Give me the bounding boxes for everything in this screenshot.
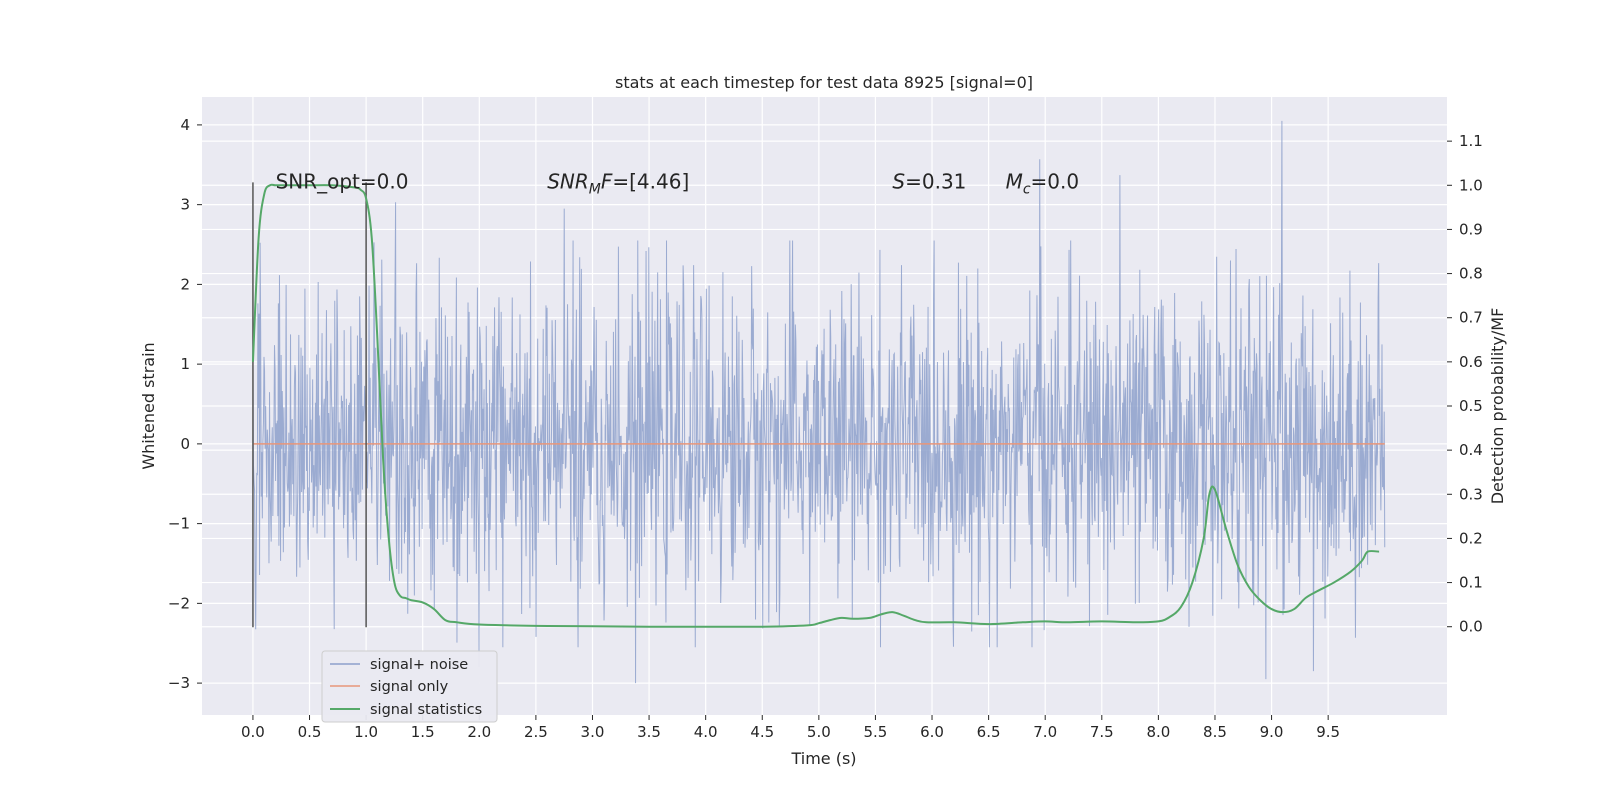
y-tick-label-2: −2 — [168, 594, 190, 612]
annotation-main: S — [892, 170, 905, 194]
annotation-s: S=0.31 — [892, 170, 966, 194]
chart-title: stats at each timestep for test data 892… — [615, 73, 1033, 92]
y2-tick-label-0-5: 0.5 — [1459, 397, 1483, 415]
x-tick-label-9-5: 9.5 — [1316, 723, 1340, 741]
y2-tick-label-0-2: 0.2 — [1459, 529, 1483, 547]
signal-plus-noise-line — [252, 120, 1386, 684]
y2-tick-label-0-3: 0.3 — [1459, 485, 1483, 503]
x-tick-label-4-0: 4.0 — [694, 723, 718, 741]
legend-label-signal-plus-noise: signal+ noise — [370, 657, 468, 673]
x-tick-label-1-5: 1.5 — [411, 723, 435, 741]
x-tick-label-2-0: 2.0 — [467, 723, 491, 741]
y-tick-label-1: 1 — [180, 355, 190, 373]
annotation-rest: =0.0 — [1031, 170, 1080, 194]
annotation-plain: SNR_opt=0.0 — [276, 170, 409, 194]
x-tick-label-5-5: 5.5 — [864, 723, 888, 741]
y2-tick-label-0-0: 0.0 — [1459, 618, 1483, 636]
y-tick-label-3: 3 — [180, 196, 190, 214]
annotation-snr_mf: SNRMF=[4.46] — [547, 170, 689, 198]
x-tick-label-8-5: 8.5 — [1203, 723, 1227, 741]
annotation-rest: =[4.46] — [612, 170, 689, 194]
legend-box — [321, 650, 498, 723]
annotation-subscript: M — [589, 182, 601, 198]
x-tick-label-5-0: 5.0 — [807, 723, 831, 741]
series-signal-statistics — [251, 183, 1380, 628]
annotation-subscript: c — [1023, 182, 1031, 198]
x-tick-label-0-0: 0.0 — [241, 723, 265, 741]
y2-tick-label-0-7: 0.7 — [1459, 309, 1483, 327]
x-tick-label-1-0: 1.0 — [354, 723, 378, 741]
y-axis-label: Whitened strain — [139, 342, 158, 469]
x-tick-label-7-0: 7.0 — [1033, 723, 1057, 741]
y-tick-label-1: −1 — [168, 515, 190, 533]
x-tick-label-3-5: 3.5 — [637, 723, 661, 741]
x-tick-label-4-5: 4.5 — [750, 723, 774, 741]
x-axis-label: Time (s) — [790, 749, 856, 768]
x-axis-ticks: 0.0 0.5 1.0 1.5 2.0 2.5 3.0 3.5 4.0 4.5 5.0 5.5 6.0 6… — [241, 715, 1340, 741]
y2-tick-label-0-6: 0.6 — [1459, 353, 1483, 371]
signal-statistics-line — [251, 183, 1380, 628]
x-tick-label-3-0: 3.0 — [581, 723, 605, 741]
legend: signal+ noise signal only signal statist… — [321, 650, 498, 723]
legend-label-signal-only: signal only — [370, 679, 449, 695]
x-tick-label-6-0: 6.0 — [920, 723, 944, 741]
x-tick-label-8-0: 8.0 — [1146, 723, 1170, 741]
event-markers — [252, 182, 367, 628]
annotation-rest: =0.31 — [905, 170, 966, 194]
annotation-rest-italic: F — [601, 170, 613, 194]
y-tick-label-2: 2 — [180, 275, 190, 293]
y2-tick-label-0-9: 0.9 — [1459, 220, 1483, 238]
y2-axis-ticks: 0.0 0.1 0.2 0.3 0.4 0.5 0.6 0.7 0.8 0.9 1.0 1.1 — [1447, 132, 1483, 636]
y2-tick-label-0-1: 0.1 — [1459, 574, 1483, 592]
y2-tick-label-0-4: 0.4 — [1459, 441, 1483, 459]
y2-axis-label: Detection probability/MF — [1488, 308, 1507, 505]
y2-tick-label-1-1: 1.1 — [1459, 132, 1483, 150]
y-tick-label-0: 0 — [180, 435, 190, 453]
series-signal-plus-noise — [252, 120, 1386, 684]
y-tick-label-4: 4 — [180, 116, 190, 134]
x-tick-label-0-5: 0.5 — [298, 723, 322, 741]
y-tick-label-3: −3 — [168, 674, 190, 692]
legend-label-signal-statistics: signal statistics — [370, 702, 482, 718]
annotation-main: M — [1006, 170, 1023, 194]
y2-tick-label-0-8: 0.8 — [1459, 265, 1483, 283]
x-tick-label-7-5: 7.5 — [1090, 723, 1114, 741]
annotation-main: SNR — [547, 170, 589, 194]
x-tick-label-6-5: 6.5 — [977, 723, 1001, 741]
x-tick-label-9-0: 9.0 — [1260, 723, 1284, 741]
x-tick-label-2-5: 2.5 — [524, 723, 548, 741]
y-axis-ticks: −3 −2 −1 0 1 2 3 4 — [168, 116, 202, 692]
y2-tick-label-1-0: 1.0 — [1459, 176, 1483, 194]
annotations: SNR_opt=0.0 SNRMF=[4.46] S=0.31 Mc=0.0 — [276, 170, 1080, 198]
annotation-mc: Mc=0.0 — [1006, 170, 1080, 198]
